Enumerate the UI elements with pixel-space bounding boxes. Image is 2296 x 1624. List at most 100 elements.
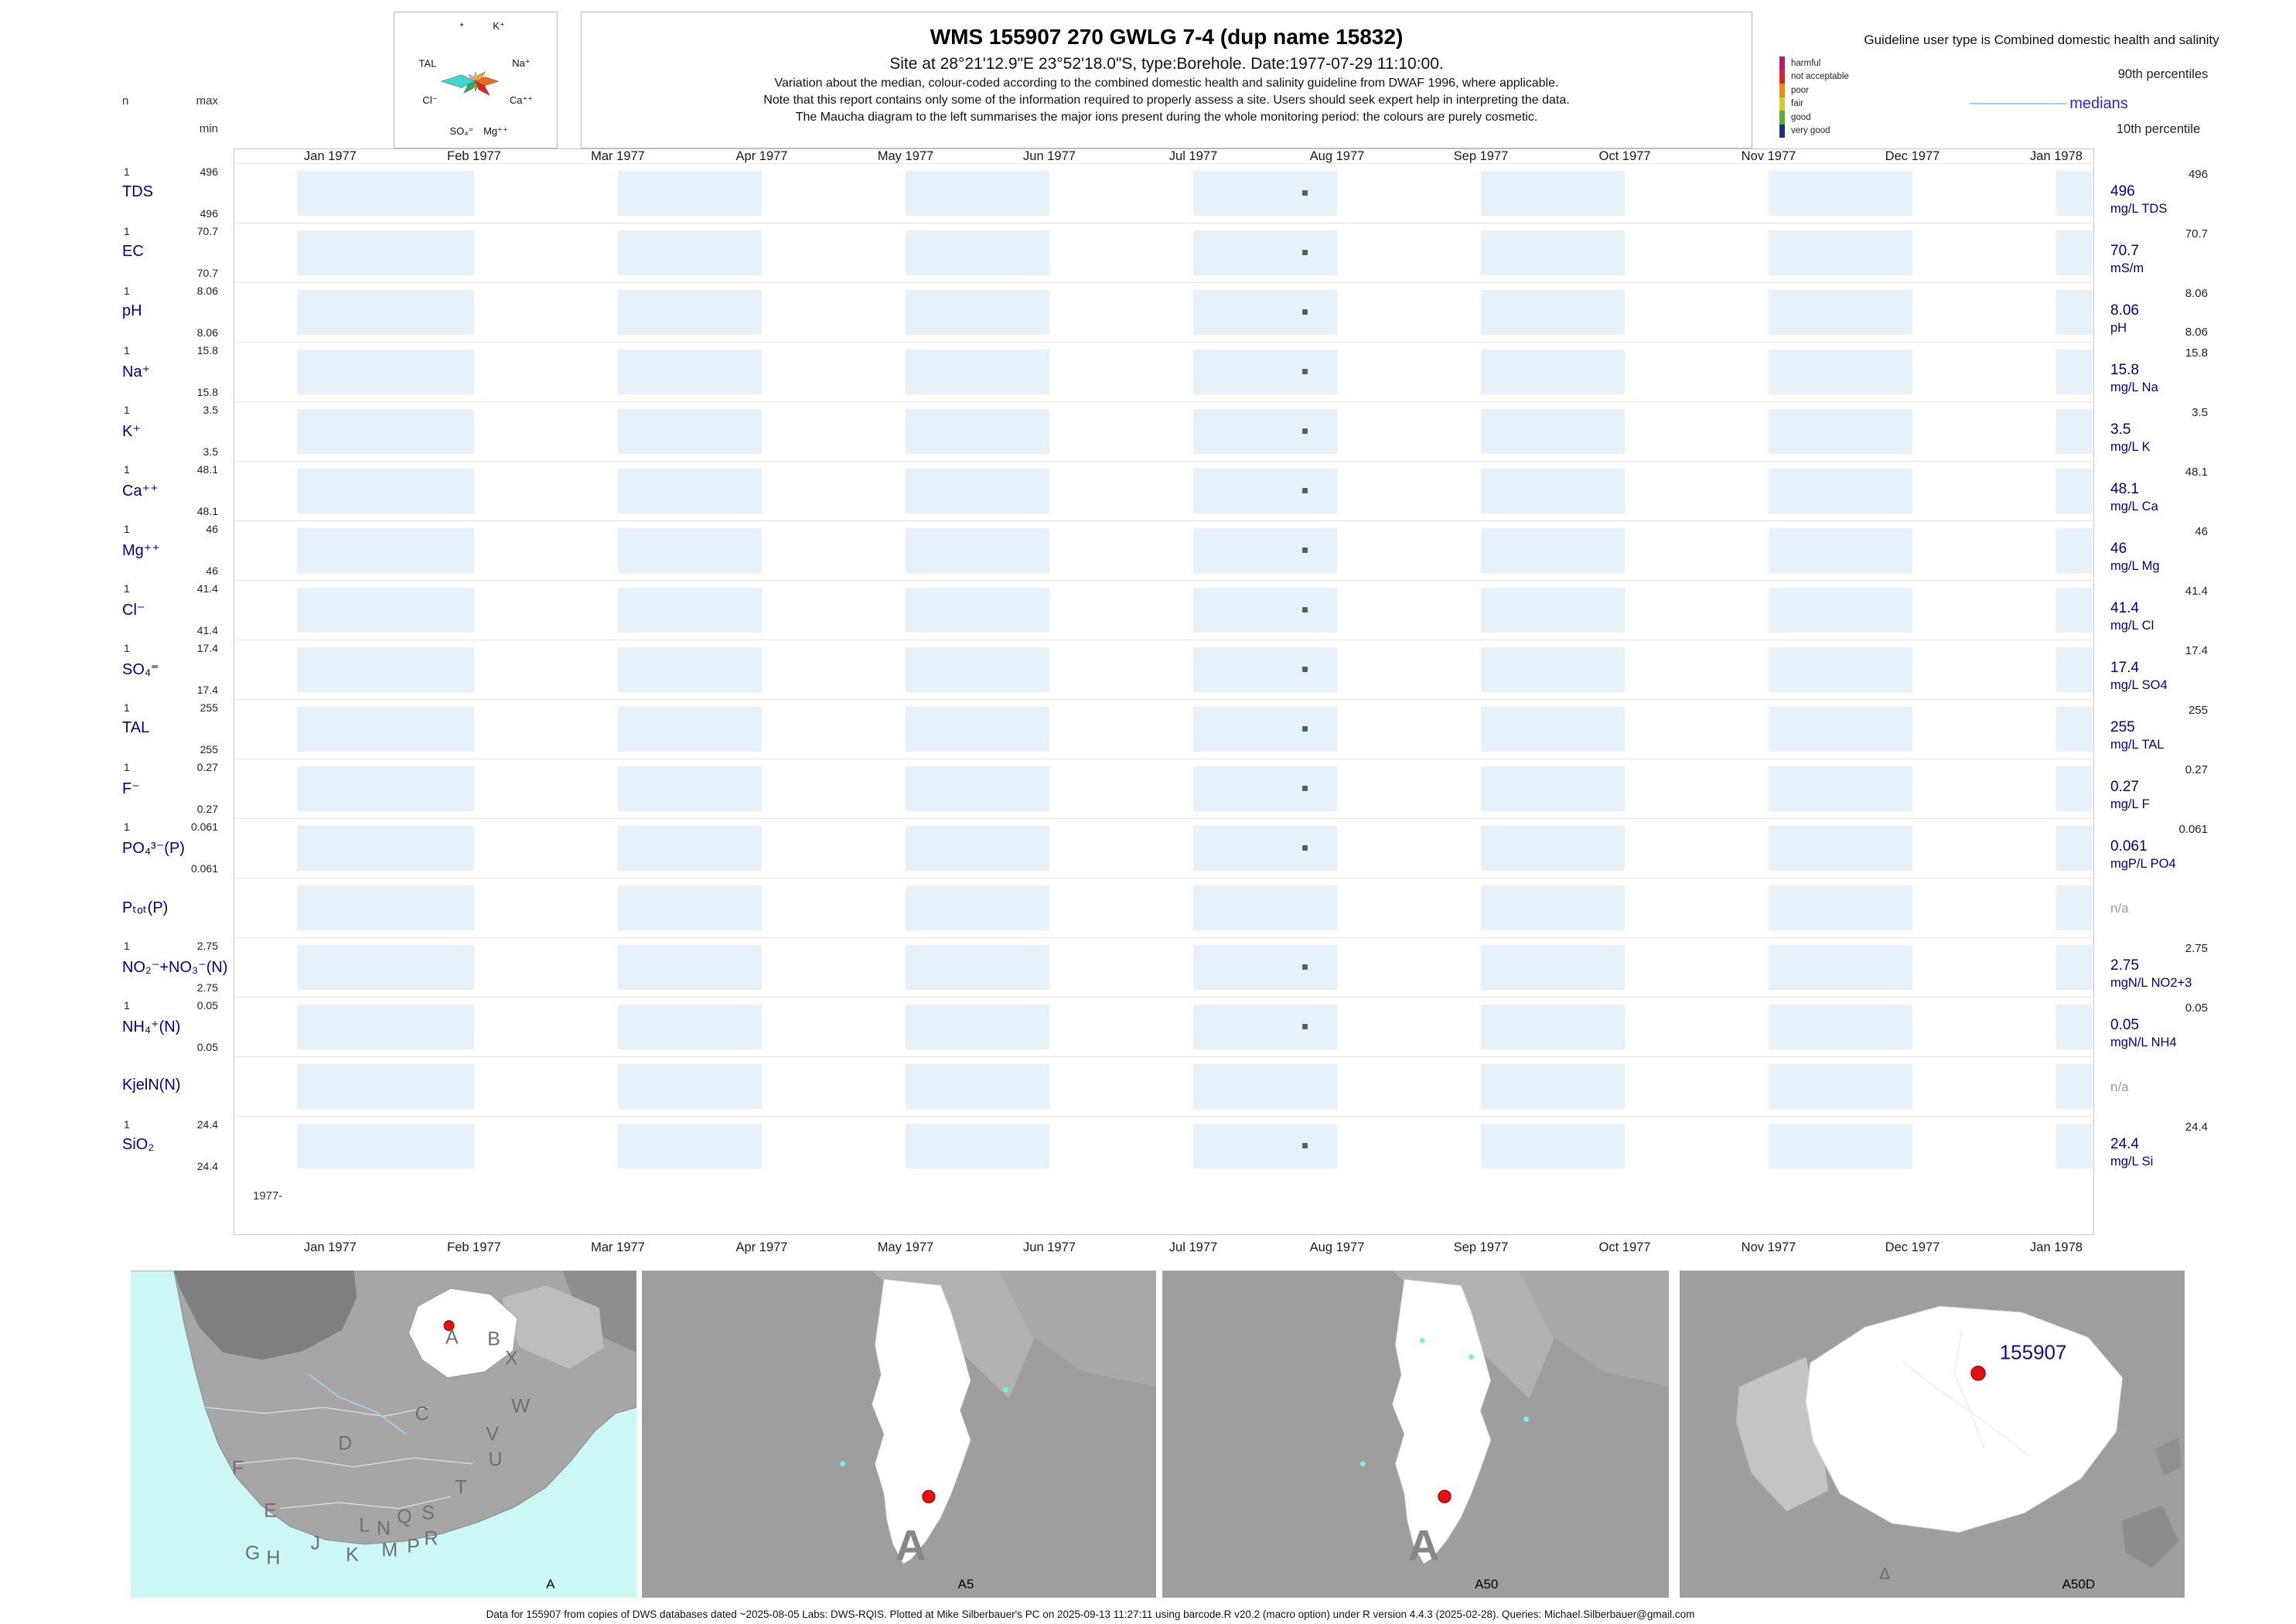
median-value: 0.061 xyxy=(2110,838,2148,855)
month-label: Jul 1977 xyxy=(1168,1240,1218,1254)
maucha-label-k: K⁺ xyxy=(493,20,505,32)
parameter-row: 1 8.06 pH 8.06 8.06 8.06 pH 8.06 xyxy=(0,282,2296,342)
legend-class-label: not acceptable xyxy=(1791,72,1849,82)
primary-region-letter: A xyxy=(895,1520,927,1570)
legend-class-row: poor xyxy=(1779,84,1849,97)
min-value: 17.4 xyxy=(196,684,218,696)
legend-color-swatch xyxy=(1779,84,1785,97)
row-separator xyxy=(234,1116,2094,1117)
month-stripe-band xyxy=(297,290,2093,335)
map-quaternary-catchment-a50d: 155907 Δ A50D xyxy=(1680,1271,2185,1598)
sample-count: 1 xyxy=(124,344,130,357)
min-value: 8.06 xyxy=(196,326,218,339)
month-label: Jan 1978 xyxy=(2030,1240,2083,1254)
sample-count: 1 xyxy=(124,940,130,952)
median-legend-label: medians xyxy=(2069,95,2128,112)
month-stripe-band xyxy=(297,647,2093,692)
legend-class-label: fair xyxy=(1791,99,1803,109)
river-line xyxy=(1902,1359,2029,1457)
primary-region-letter: A xyxy=(1407,1520,1440,1570)
site-marker xyxy=(443,1320,455,1332)
water-speck xyxy=(840,1461,845,1467)
median-value: 3.5 xyxy=(2110,421,2131,438)
sample-count: 1 xyxy=(124,999,130,1012)
unit-label: mg/L K xyxy=(2110,440,2151,454)
month-stripe-band xyxy=(297,230,2093,275)
min-value: 0.061 xyxy=(190,862,218,875)
neighbour-region-dark xyxy=(173,1271,357,1360)
max-value: 2.75 xyxy=(196,940,218,952)
site-marker xyxy=(922,1489,936,1503)
min-value: 3.5 xyxy=(203,445,218,458)
site-marker xyxy=(1970,1365,1986,1381)
river-line xyxy=(1953,1329,1985,1449)
min-value: 255 xyxy=(200,743,218,756)
drainage-region-letter: U xyxy=(488,1448,503,1471)
maucha-diagram xyxy=(440,71,500,96)
data-point xyxy=(1302,845,1308,851)
parameter-label: Cl⁻ xyxy=(122,602,145,619)
parameter-label: Mg⁺⁺ xyxy=(122,542,160,559)
data-point xyxy=(1302,726,1308,732)
max-value: 255 xyxy=(200,701,218,714)
maucha-diagram-panel: * K⁺ TAL Na⁺ Cl⁻ Ca⁺⁺ SO₄⁼ Mg⁺⁺ xyxy=(394,12,558,148)
sample-count: 1 xyxy=(124,1118,130,1131)
map-caption: A50 xyxy=(1475,1577,1499,1592)
month-stripe-band xyxy=(297,945,2093,990)
p90-value: 70.7 xyxy=(2185,227,2208,241)
p90-value: 0.27 xyxy=(2185,763,2208,776)
maucha-label-cl: Cl⁻ xyxy=(422,94,438,106)
legend-color-swatch xyxy=(1779,97,1785,111)
month-stripe-band xyxy=(297,826,2093,871)
month-label: Mar 1977 xyxy=(591,149,645,163)
parameter-row: 1 41.4 Cl⁻ 41.4 41.4 41.4 mg/L Cl xyxy=(0,580,2296,640)
legend-class-row: very good xyxy=(1779,124,1849,138)
median-value: 0.27 xyxy=(2110,779,2139,795)
row-separator xyxy=(234,163,2094,164)
neighbour-catchment xyxy=(1735,1356,1829,1512)
water-speck xyxy=(1469,1354,1474,1360)
maucha-label-tal: TAL xyxy=(418,57,437,70)
parameter-row: KjelN(N) n/a xyxy=(0,1056,2296,1116)
month-axis-bottom: Jan 1977 Feb 1977 Mar 1977 Apr 1977 May 1977… xyxy=(0,1240,2296,1256)
p90-value: 24.4 xyxy=(2185,1121,2208,1134)
plot-area-border xyxy=(234,148,2094,1235)
month-stripe-band xyxy=(297,171,2093,216)
parameter-label: SO₄⁼ xyxy=(122,661,159,678)
p90-value: 2.75 xyxy=(2185,942,2208,955)
drainage-region-letter: G xyxy=(244,1542,261,1564)
site-number-label: 155907 xyxy=(1999,1340,2067,1364)
drainage-region-letter: Q xyxy=(397,1506,412,1528)
unit-label: mgN/L NH4 xyxy=(2110,1035,2177,1049)
median-value: 70.7 xyxy=(2110,243,2139,259)
legend-class-row: harmful xyxy=(1779,56,1849,70)
map-primary-catchment-a5: A A5 xyxy=(642,1271,1156,1598)
parameter-row: 1 0.061 PO₄³⁻(P) 0.061 0.061 0.061 mgP/L… xyxy=(0,818,2296,878)
drainage-region-letter: V xyxy=(486,1423,499,1445)
drainage-region-letter: X xyxy=(505,1347,518,1370)
water-speck xyxy=(1523,1416,1530,1422)
row-separator xyxy=(234,342,2094,343)
terrain-patch xyxy=(2122,1505,2179,1568)
maucha-label-so4: SO₄⁼ xyxy=(449,125,474,137)
parameter-label: PO₄³⁻(P) xyxy=(122,840,185,857)
month-stripe-band xyxy=(297,350,2093,394)
note-line-3: The Maucha diagram to the left summarise… xyxy=(795,111,1538,124)
max-column-header: max xyxy=(196,94,218,107)
p90-value: 48.1 xyxy=(2185,466,2208,479)
row-separator xyxy=(234,520,2094,521)
row-separator xyxy=(234,818,2094,819)
drainage-region-letter: H xyxy=(266,1547,281,1569)
parameter-label: KjelN(N) xyxy=(122,1076,181,1093)
drainage-region-letter: L xyxy=(359,1514,370,1537)
sample-count: 1 xyxy=(124,821,130,833)
na-label: n/a xyxy=(2110,1080,2129,1094)
month-stripe-band xyxy=(297,766,2093,811)
parameter-label: F⁻ xyxy=(122,780,140,797)
min-value: 0.05 xyxy=(196,1041,218,1053)
month-axis-top: Jan 1977 Feb 1977 Mar 1977 Apr 1977 May 1977… xyxy=(0,149,2296,165)
drainage-region-letter: P xyxy=(407,1535,420,1557)
parameter-row: 1 0.27 F⁻ 0.27 0.27 0.27 mg/L F xyxy=(0,759,2296,818)
median-value: 496 xyxy=(2110,183,2135,200)
